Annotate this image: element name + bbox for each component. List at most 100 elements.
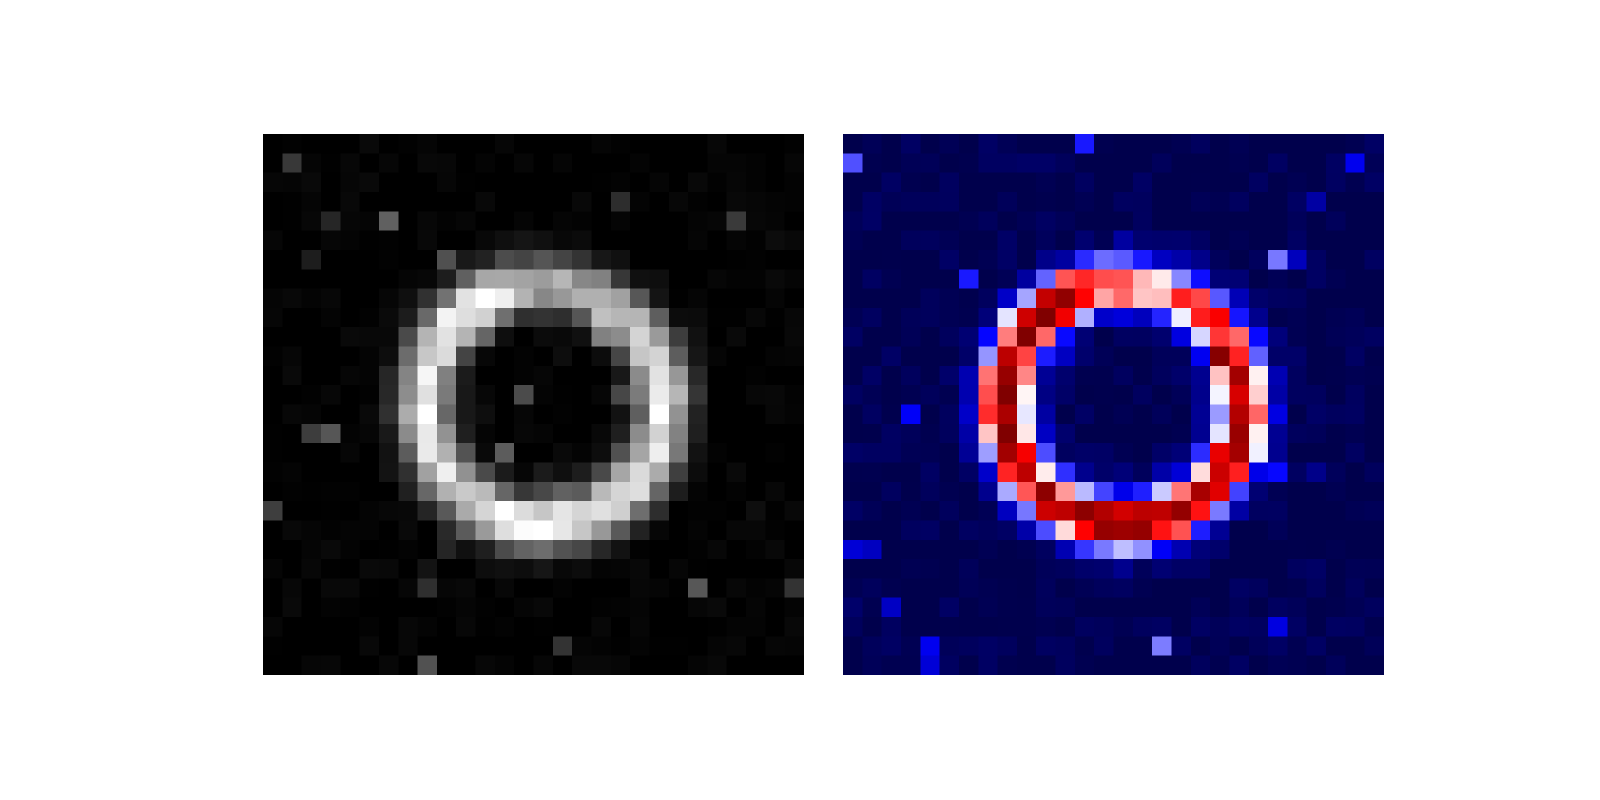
heatmap-cell: [1268, 462, 1288, 483]
heatmap-cell: [1345, 365, 1366, 386]
heatmap-cell: [1016, 346, 1037, 367]
heatmap-cell: [862, 578, 883, 599]
heatmap-cell: [1094, 443, 1114, 463]
heatmap-cell: [1345, 346, 1366, 367]
heatmap-cell: [1055, 636, 1076, 657]
heatmap-cell: [1016, 501, 1037, 521]
heatmap-cell: [417, 404, 438, 425]
heatmap-cell: [475, 249, 496, 270]
heatmap-cell: [1152, 655, 1172, 675]
heatmap-cell: [939, 520, 960, 541]
heatmap-cell: [1152, 211, 1172, 231]
heatmap-cell: [1306, 269, 1327, 289]
heatmap-cell: [1345, 597, 1366, 618]
heatmap-cell: [1190, 153, 1211, 174]
heatmap-cell: [843, 578, 863, 599]
heatmap-cell: [417, 520, 438, 541]
heatmap-cell: [456, 385, 476, 405]
heatmap-cell: [1055, 617, 1076, 637]
heatmap-cell: [668, 134, 689, 154]
heatmap-cell: [514, 288, 534, 309]
heatmap-cell: [1094, 578, 1114, 599]
heatmap-cell: [881, 636, 902, 657]
heatmap-cell: [359, 559, 380, 579]
heatmap-cell: [1268, 346, 1288, 367]
heatmap-cell: [920, 462, 940, 483]
heatmap-cell: [862, 172, 883, 193]
heatmap-cell: [997, 617, 1018, 637]
heatmap-cell: [1326, 617, 1346, 637]
heatmap-cell: [900, 346, 921, 367]
heatmap-cell: [1268, 443, 1288, 463]
heatmap-cell: [572, 636, 592, 657]
heatmap-cell: [263, 443, 283, 463]
heatmap-cell: [1306, 191, 1327, 212]
heatmap-cell: [417, 191, 438, 212]
heatmap-cell: [765, 385, 786, 405]
heatmap-cell: [649, 597, 670, 618]
heatmap-cell: [746, 578, 766, 599]
heatmap-cell: [1345, 578, 1366, 599]
heatmap-cell: [1074, 501, 1095, 521]
heatmap-cell: [765, 269, 786, 289]
heatmap-cell: [765, 617, 786, 637]
heatmap-cell: [1036, 191, 1056, 212]
heatmap-cell: [746, 636, 766, 657]
heatmap-cell: [591, 327, 612, 347]
heatmap-cell: [1152, 230, 1172, 251]
heatmap-cell: [1248, 385, 1269, 405]
heatmap-cell: [494, 423, 515, 444]
heatmap-cell: [1364, 365, 1384, 386]
heatmap-cell: [746, 385, 766, 405]
heatmap-cell: [784, 597, 804, 618]
heatmap-cell: [1074, 134, 1095, 154]
heatmap-cell: [688, 655, 708, 675]
heatmap-cell: [1132, 462, 1153, 483]
heatmap-cell: [978, 443, 998, 463]
heatmap-cell: [784, 655, 804, 675]
heatmap-cell: [1229, 404, 1250, 425]
heatmap-cell: [1036, 385, 1056, 405]
heatmap-cell: [398, 423, 418, 444]
heatmap-cell: [1132, 307, 1153, 328]
heatmap-cell: [978, 346, 998, 367]
heatmap-cell: [1152, 288, 1172, 309]
heatmap-cell: [591, 191, 612, 212]
heatmap-cell: [610, 501, 631, 521]
heatmap-cell: [1190, 520, 1211, 541]
heatmap-cell: [359, 230, 380, 251]
heatmap-cell: [1364, 404, 1384, 425]
heatmap-cell: [552, 578, 573, 599]
heatmap-cell: [359, 172, 380, 193]
heatmap-cell: [1306, 481, 1327, 502]
heatmap-cell: [456, 249, 476, 270]
heatmap-cell: [920, 655, 940, 675]
heatmap-cell: [900, 404, 921, 425]
heatmap-cell: [1016, 539, 1037, 560]
heatmap-cell: [843, 327, 863, 347]
heatmap-cell: [552, 462, 573, 483]
heatmap-cell: [958, 636, 979, 657]
heatmap-cell: [746, 172, 766, 193]
heatmap-cell: [301, 269, 322, 289]
heatmap-cell: [1152, 559, 1172, 579]
heatmap-cell: [1345, 617, 1366, 637]
heatmap-cell: [1229, 153, 1250, 174]
heatmap-cell: [1287, 346, 1308, 367]
heatmap-cell: [843, 230, 863, 251]
heatmap-cell: [1132, 597, 1153, 618]
heatmap-cell: [843, 462, 863, 483]
heatmap-cell: [958, 481, 979, 502]
heatmap-cell: [533, 481, 554, 502]
heatmap-cell: [958, 249, 979, 270]
heatmap-cell: [1229, 307, 1250, 328]
heatmap-cell: [1210, 211, 1230, 231]
heatmap-cell: [320, 269, 341, 289]
heatmap-cell: [649, 520, 670, 541]
heatmap-cell: [1016, 327, 1037, 347]
heatmap-cell: [301, 346, 322, 367]
heatmap-cell: [1364, 423, 1384, 444]
heatmap-cell: [726, 288, 747, 309]
heatmap-cell: [900, 462, 921, 483]
heatmap-cell: [1132, 191, 1153, 212]
